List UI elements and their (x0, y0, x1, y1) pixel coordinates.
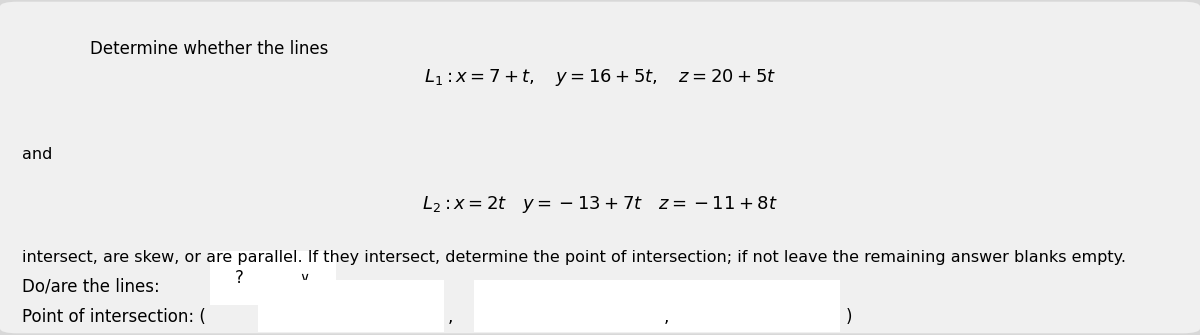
FancyBboxPatch shape (251, 278, 451, 334)
Text: ?: ? (235, 269, 244, 287)
Text: Point of intersection: (: Point of intersection: ( (22, 308, 205, 326)
Text: ,: , (448, 308, 452, 326)
Text: ∨: ∨ (300, 271, 310, 285)
FancyBboxPatch shape (647, 278, 847, 334)
Text: Determine whether the lines: Determine whether the lines (90, 40, 329, 58)
Text: Do/are the lines:: Do/are the lines: (22, 277, 160, 295)
Text: $L_2 : x = 2t \quad y = -13 + 7t \quad z = -11 + 8t$: $L_2 : x = 2t \quad y = -13 + 7t \quad z… (422, 194, 778, 215)
FancyBboxPatch shape (204, 249, 342, 308)
Text: ): ) (846, 308, 852, 326)
Text: $L_1 : x = 7 + t, \quad y = 16 + 5t, \quad z = 20 + 5t$: $L_1 : x = 7 + t, \quad y = 16 + 5t, \qu… (424, 67, 776, 87)
Text: and: and (22, 147, 52, 161)
Text: ,: , (664, 308, 668, 326)
FancyBboxPatch shape (467, 278, 667, 334)
Text: intersect, are skew, or are parallel. If they intersect, determine the point of : intersect, are skew, or are parallel. If… (22, 250, 1126, 265)
